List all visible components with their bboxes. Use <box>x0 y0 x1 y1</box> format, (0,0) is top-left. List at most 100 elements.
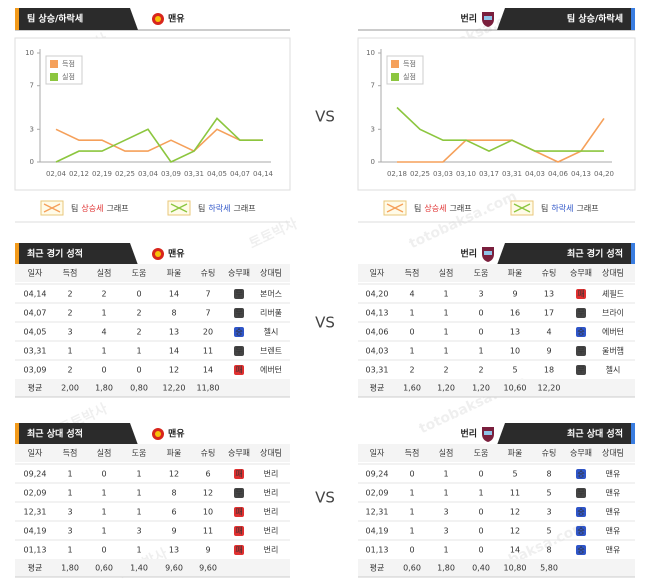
cell: 14 <box>510 546 520 555</box>
cell: 13 <box>169 328 179 337</box>
cell: 09,24 <box>366 470 389 479</box>
cell: 04,03 <box>366 347 389 356</box>
avg-label: 평균 <box>28 383 43 393</box>
cell: 1 <box>67 347 72 356</box>
cell: 2 <box>67 290 72 299</box>
legend-text-part: 팀 <box>71 203 78 213</box>
cell: 6 <box>205 470 210 479</box>
avg-label: 평균 <box>370 563 385 573</box>
cell: 번리 <box>264 546 279 555</box>
legend-icon <box>513 203 531 213</box>
result-label: 승 <box>235 328 242 337</box>
cell: 14 <box>203 366 213 375</box>
cell: 2 <box>136 328 141 337</box>
cell: 7 <box>205 290 210 299</box>
header-tab <box>15 243 138 265</box>
result-icon <box>576 507 586 517</box>
cell: 12 <box>203 489 213 498</box>
column-header: 파울 <box>508 449 523 458</box>
cell: 13 <box>544 290 554 299</box>
team-logo <box>155 16 161 22</box>
cell: 03,31 <box>366 366 389 375</box>
cell: 8 <box>171 309 176 318</box>
cell: 9 <box>205 546 210 555</box>
cell: 3 <box>443 527 448 536</box>
cell: 브렌트 <box>260 346 282 356</box>
x-tick-label: 03,03 <box>433 170 453 178</box>
cell: 1 <box>409 309 414 318</box>
cell: 1 <box>443 546 448 555</box>
legend-label: 실점 <box>403 72 416 81</box>
column-header: 슈팅 <box>201 268 216 278</box>
result-icon <box>576 545 586 555</box>
cell: 3 <box>546 508 551 517</box>
cell: 5 <box>512 470 517 479</box>
result-label: 승 <box>577 328 584 337</box>
chart-box <box>14 37 291 191</box>
cell: 1 <box>443 347 448 356</box>
cell: 12,31 <box>24 508 47 517</box>
column-header: 상대팀 <box>260 448 282 458</box>
column-header: 상대팀 <box>260 268 282 278</box>
cell: 1 <box>101 309 106 318</box>
legend-label: 득점 <box>62 60 75 68</box>
avg-cell: 0,80 <box>130 384 148 393</box>
cell: 3 <box>67 328 72 337</box>
result-icon <box>576 526 586 536</box>
cell: 14 <box>169 290 179 299</box>
column-header: 상대팀 <box>602 268 624 278</box>
cell: 0 <box>136 366 141 375</box>
column-header: 도움 <box>474 449 489 458</box>
header-accent <box>15 243 19 265</box>
cell: 3 <box>67 508 72 517</box>
cell: 맨유 <box>606 508 621 517</box>
column-header: 승무패 <box>228 268 250 278</box>
cell: 0 <box>478 527 483 536</box>
cell: 4 <box>546 328 551 337</box>
cell: 3 <box>478 290 483 299</box>
legend-text-part: 상승세 <box>81 203 103 213</box>
header-accent <box>631 8 635 30</box>
result-icon <box>576 308 586 318</box>
header-title: 최근 경기 성적 <box>27 248 83 260</box>
avg-cell: 2,00 <box>61 384 79 393</box>
chart-box <box>357 37 636 191</box>
avg-cell: 12,20 <box>163 384 186 393</box>
legend-icon <box>386 203 404 213</box>
header-accent <box>15 8 19 30</box>
header-title: 팀 상승/하락세 <box>567 13 623 25</box>
cell: 2 <box>409 366 414 375</box>
column-header: 승무패 <box>570 448 592 458</box>
cell: 리버풀 <box>260 308 282 318</box>
cell: 5 <box>546 527 551 536</box>
x-tick-label: 04,06 <box>548 170 569 178</box>
result-icon <box>576 327 586 337</box>
trend-line <box>396 106 604 152</box>
cell: 맨유 <box>606 470 621 479</box>
result-icon <box>234 308 244 318</box>
x-tick-label: 02,19 <box>92 170 112 178</box>
legend-text-part: 팀 <box>198 203 205 213</box>
team-name: 맨유 <box>168 428 185 440</box>
cell: 8 <box>171 489 176 498</box>
cell: 1 <box>409 347 414 356</box>
cell: 에버턴 <box>260 365 282 375</box>
header-accent <box>631 423 635 445</box>
result-icon <box>234 545 244 555</box>
cell: 번리 <box>264 470 279 479</box>
legend-swatch <box>50 60 58 68</box>
team-logo <box>484 16 492 20</box>
cell: 맨유 <box>606 527 621 536</box>
header-title: 최근 경기 성적 <box>567 248 623 260</box>
cell: 1 <box>67 489 72 498</box>
cell: 3 <box>136 527 141 536</box>
cell: 첼시 <box>264 327 279 337</box>
column-header: 상대팀 <box>602 448 624 458</box>
x-tick-label: 03,31 <box>184 170 204 178</box>
y-tick-label: 10 <box>366 49 375 57</box>
x-tick-label: 04,20 <box>594 170 614 178</box>
team-name: 번리 <box>460 428 477 440</box>
column-header: 득점 <box>63 268 78 278</box>
legend-icon <box>43 203 61 213</box>
